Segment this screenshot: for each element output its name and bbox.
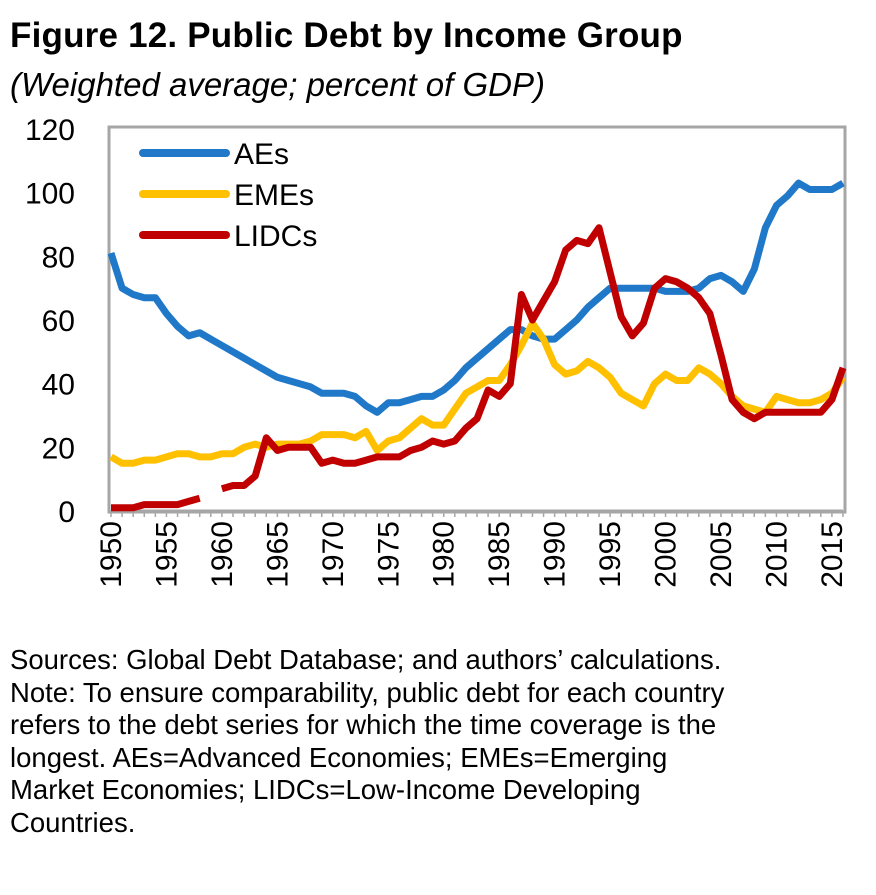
x-tick-label: 1970	[317, 521, 350, 588]
y-tick-label: 80	[42, 241, 75, 274]
figure-title: Figure 12. Public Debt by Income Group	[10, 16, 683, 55]
sources-line: Sources: Global Debt Database; and autho…	[10, 644, 722, 675]
y-tick-label: 120	[25, 114, 75, 147]
x-tick-label: 1990	[539, 521, 572, 588]
x-tick-label: 1995	[594, 521, 627, 588]
series-line-emes	[109, 319, 846, 467]
y-tick-label: 100	[25, 178, 75, 211]
note-line: Countries.	[10, 806, 136, 838]
x-tick-label: 1980	[428, 521, 461, 588]
note-line: Note: To ensure comparability, public de…	[10, 676, 725, 708]
x-tick-label: 1960	[206, 521, 239, 588]
legend-label-aes: AEs	[234, 138, 289, 171]
x-tick-label: 2010	[760, 521, 793, 588]
figure-subtitle: (Weighted average; percent of GDP)	[10, 66, 545, 103]
legend-label-lidcs: LIDCs	[234, 220, 317, 253]
series-line-lidcs	[111, 224, 847, 512]
x-tick-label: 1975	[372, 521, 405, 588]
note-line: longest. AEs=Advanced Economies; EMEs=Em…	[10, 741, 668, 773]
x-tick-label: 1985	[483, 521, 516, 588]
x-tick-label: 1965	[261, 521, 294, 588]
y-tick-label: 60	[42, 305, 75, 338]
y-tick-label: 40	[42, 369, 75, 402]
x-tick-label: 1950	[95, 521, 128, 588]
x-tick-label: 2000	[650, 521, 683, 588]
note-line: refers to the debt series for which the …	[10, 709, 717, 740]
note-line: Market Economies; LIDCs=Low-Income Devel…	[10, 774, 641, 805]
notes-block: Sources: Global Debt Database; and autho…	[10, 644, 870, 839]
y-tick-label: 0	[58, 496, 75, 529]
x-tick-label: 1955	[150, 521, 183, 588]
y-tick-label: 20	[42, 432, 75, 465]
series-line-aes	[107, 179, 845, 416]
line-chart: 0 20 40 60 80 100 120 1950 1955 1960 1965 1970 1975 1…	[25, 114, 849, 588]
x-tick-label: 2005	[705, 521, 738, 588]
legend-label-emes: EMEs	[234, 179, 314, 212]
x-tick-label: 2015	[816, 521, 849, 588]
